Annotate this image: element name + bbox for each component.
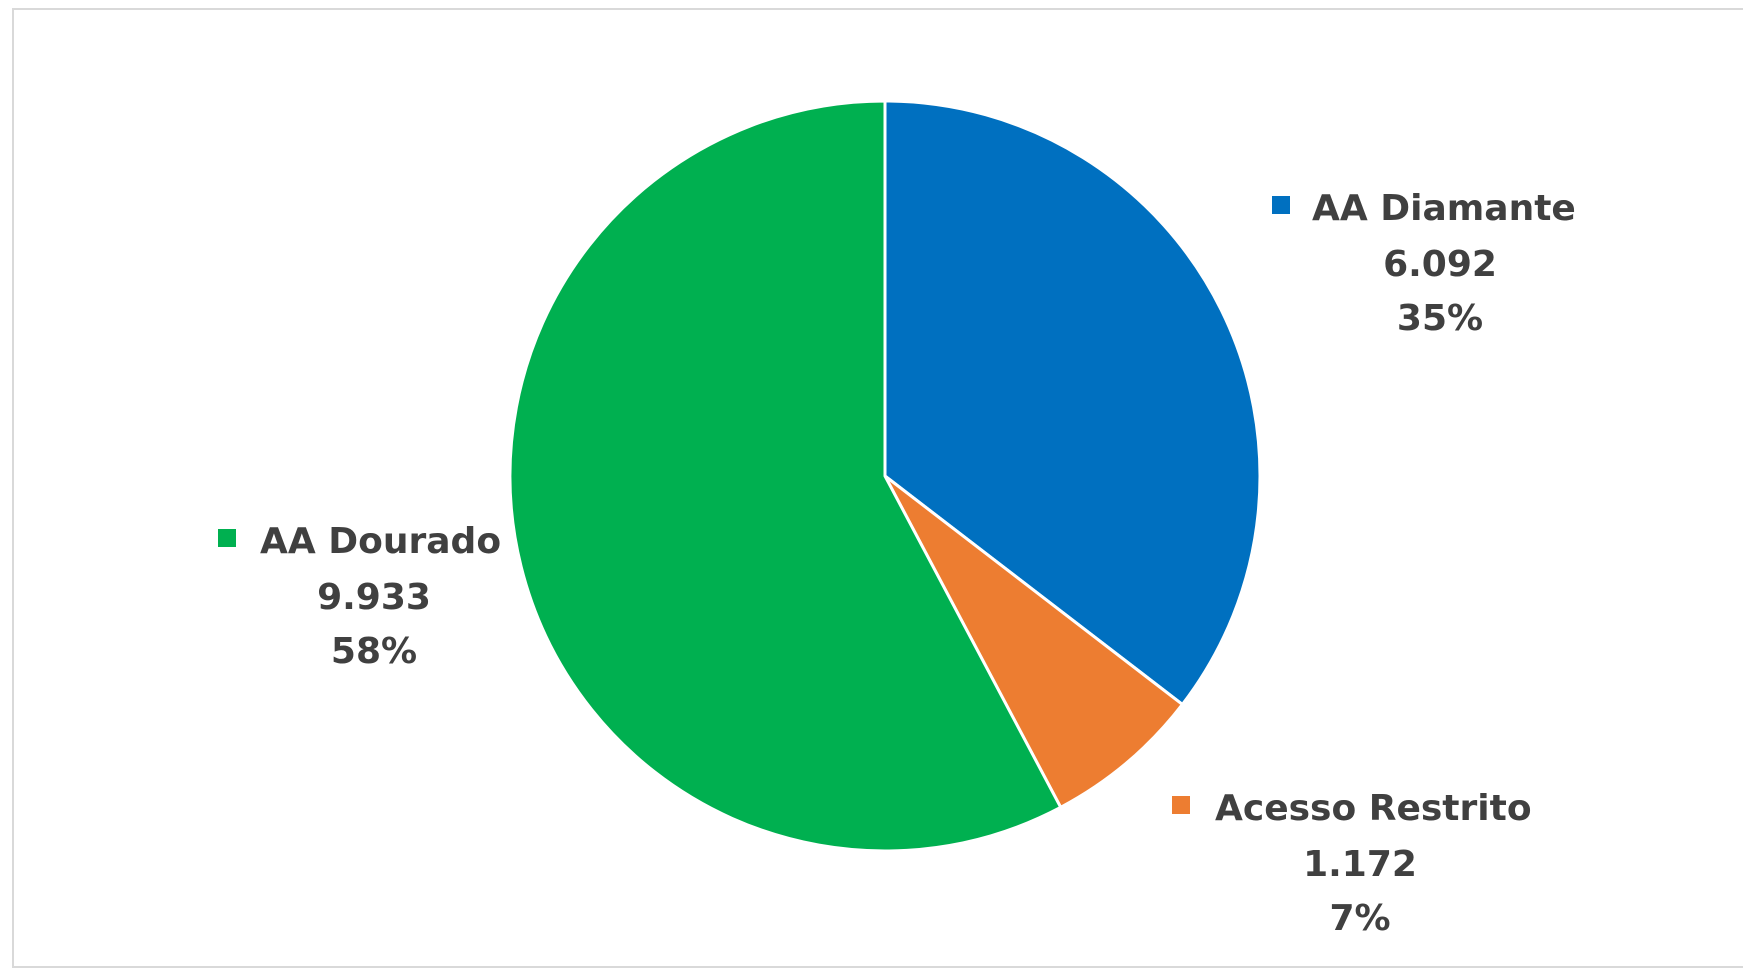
data-label-name-aa-diamante: AA Diamante [1312, 188, 1576, 229]
data-label-marker-acesso-restrito [1172, 796, 1190, 814]
pie-slices [508, 99, 1262, 853]
data-label-marker-aa-dourado [218, 529, 236, 547]
pie-slice-aa-dourado [508, 99, 1063, 853]
pie-slice-aa-diamante [883, 99, 1262, 706]
data-label-acesso-restrito: Acesso Restrito 1.172 7% [1172, 788, 1532, 939]
data-label-aa-dourado: AA Dourado 9.933 58% [218, 521, 501, 672]
data-label-value-aa-diamante: 6.092 [1383, 244, 1497, 285]
data-label-marker-aa-diamante [1272, 196, 1290, 214]
pie-chart: AA Diamante 6.092 35% Acesso Restrito 1.… [218, 99, 1576, 939]
data-label-aa-diamante: AA Diamante 6.092 35% [1272, 188, 1576, 339]
data-label-percent-aa-dourado: 58% [331, 631, 417, 672]
pie-slice-acesso-restrito [883, 474, 1184, 809]
data-label-value-aa-dourado: 9.933 [317, 577, 431, 618]
data-label-name-acesso-restrito: Acesso Restrito [1215, 788, 1532, 829]
data-label-value-acesso-restrito: 1.172 [1303, 844, 1417, 885]
data-label-percent-aa-diamante: 35% [1397, 298, 1483, 339]
data-label-name-aa-dourado: AA Dourado [260, 521, 501, 562]
data-label-percent-acesso-restrito: 7% [1329, 898, 1390, 939]
